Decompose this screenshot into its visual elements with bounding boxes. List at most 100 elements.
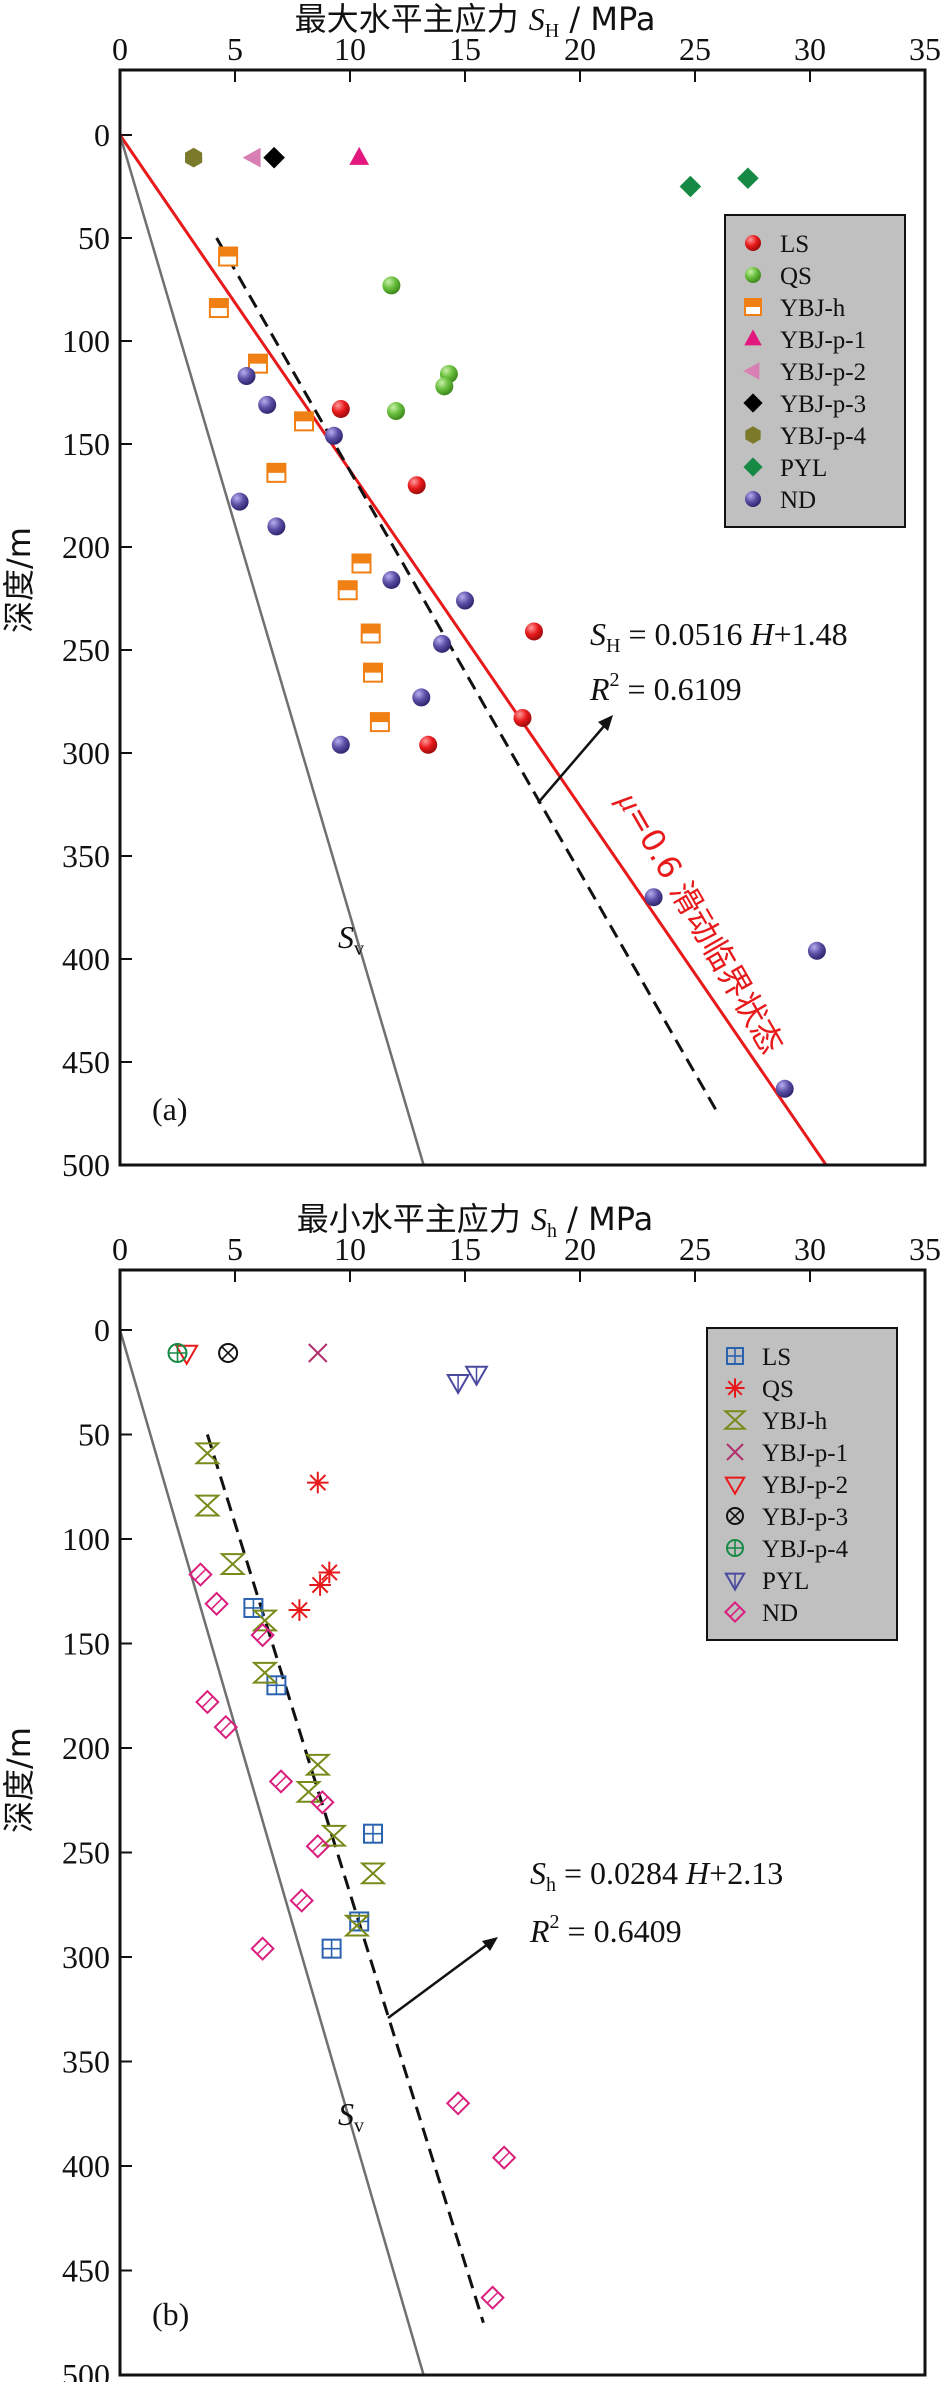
panel-b-y-ticks: 0 50 100 150 200 250 300 350 400 450 500 [62,1312,132,2382]
y-tick-label: 0 [94,1312,110,1348]
data-point-ybj-h [320,1824,348,1847]
y-tick-label: 200 [62,529,110,565]
data-point-ybj-p-4 [167,1342,188,1363]
data-point-pyl [464,1365,489,1387]
data-point-qs [435,377,454,396]
fit-line [215,237,720,1115]
data-point-nd [644,888,663,907]
legend-label: YBJ-p-1 [780,327,866,354]
data-point-qs [382,276,401,295]
y-tick-label: 250 [62,1835,110,1871]
legend-marker-ybj-p-1 [744,329,762,346]
data-point-nd [480,2285,505,2310]
panel-b-x-ticks: 0 5 10 15 20 25 30 35 [112,1231,941,1282]
data-point-nd [250,1936,275,1961]
legend-label: YBJ-p-2 [762,1472,848,1499]
data-point-nd [305,1834,331,1859]
data-point-nd [213,1714,239,1740]
y-tick-label: 100 [62,323,110,359]
legend-label: YBJ-p-3 [762,1504,848,1531]
legend-label: ND [762,1600,798,1627]
y-tick-label: 300 [62,735,110,771]
legend-label: LS [762,1344,791,1371]
panel-a-fit-equation: SH = 0.0516 H+1.48 [590,616,848,657]
data-point-nd [204,1591,229,1617]
data-point-qs [307,1471,329,1494]
critical-line [118,134,828,1166]
data-point-qs [288,1599,311,1621]
panel-a: 最大水平主应力 SH / MPa 深度/m 0 5 10 15 20 25 30 35 0 50… [0,0,941,1183]
panel-b-y-axis-title: 深度/m [0,1727,38,1833]
x-tick-label: 35 [909,31,941,67]
y-tick-label: 50 [78,1417,110,1453]
panel-b-label: (b) [152,2296,189,2332]
x-tick-label: 30 [794,31,826,67]
x-tick-label: 15 [449,31,481,67]
legend-label: PYL [780,455,827,482]
panel-a-x-ticks: 0 5 10 15 20 25 30 35 [112,31,941,82]
data-point-ybj-h [295,1780,322,1803]
data-point-nd [188,1562,213,1587]
data-point-ybj-p-1 [308,1343,328,1363]
panel-a-plot-frame [118,68,927,1167]
panel-a-lines [118,134,828,1166]
data-point-ybj-h [251,1661,279,1684]
data-point-ybj-h [359,1862,387,1885]
panel-a-y-axis-title: 深度/m [0,527,38,633]
y-tick-label: 0 [94,117,110,153]
panel-b-callout-arrow [387,1937,498,2020]
data-point-nd [289,1888,314,1913]
data-point-nd [195,1689,220,1715]
legend-marker-pyl [743,457,763,477]
x-tick-label: 15 [449,1231,481,1267]
data-point-nd [331,735,350,754]
y-tick-label: 350 [62,2044,110,2080]
legend-marker-ybj-h [744,298,762,316]
data-point-ybj-h [337,580,358,601]
x-tick-label: 25 [679,1231,711,1267]
data-point-ybj-p-2 [242,147,261,168]
data-point-ls [419,735,438,754]
data-point-ls [331,399,350,418]
data-point-ybj-h [369,712,390,733]
panel-a-label: (a) [152,1091,188,1127]
x-tick-label: 25 [679,31,711,67]
data-point-ybj-h [351,553,372,574]
data-point-qs [309,1574,331,1596]
legend-marker-ls [745,235,761,251]
x-tick-label: 5 [227,31,243,67]
data-point-ybj-h [248,353,268,374]
data-point-ybj-h [363,662,383,683]
data-point-ybj-h [218,246,239,267]
data-point-ls [243,1597,264,1618]
panel-a-x-axis-title: 最大水平主应力 SH / MPa [295,0,656,42]
data-point-pyl [446,1374,471,1396]
panel-b: 最小水平主应力 Sh / MPa 深度/m 0 5 10 15 20 25 30 35 0 50… [0,1200,941,2382]
data-point-nd [268,1769,294,1794]
data-point-nd [382,570,401,589]
x-tick-label: 20 [564,31,596,67]
data-point-nd [456,591,474,610]
y-tick-label: 400 [62,941,110,977]
data-point-ls [363,1823,383,1844]
legend-marker-qs [725,1378,745,1398]
legend-label: YBJ-p-4 [780,423,867,450]
panel-a-sv-label: Sv [338,919,364,960]
panel-a-legend: LS QS YBJ-h YBJ-p-1 YBJ-p-2 YBJ-p-3 YBJ-p-4 PYL… [724,214,906,528]
data-point-nd [775,1079,794,1098]
sv-line [118,134,425,1166]
legend-label: QS [762,1376,794,1403]
data-point-nd [230,492,249,511]
data-point-ybj-p-3 [218,1342,239,1363]
x-tick-label: 10 [334,31,366,67]
legend-marker-ybj-p-2 [743,362,760,380]
panel-b-points [167,1342,517,2310]
data-point-ls [266,1675,287,1696]
legend-label: YBJ-p-3 [780,391,866,418]
data-point-ybj-h [194,1442,221,1465]
y-tick-label: 50 [78,220,110,256]
x-tick-label: 35 [909,1231,941,1267]
data-point-ybj-h [266,462,287,483]
y-tick-label: 300 [62,1939,110,1975]
y-tick-label: 450 [62,2253,110,2289]
